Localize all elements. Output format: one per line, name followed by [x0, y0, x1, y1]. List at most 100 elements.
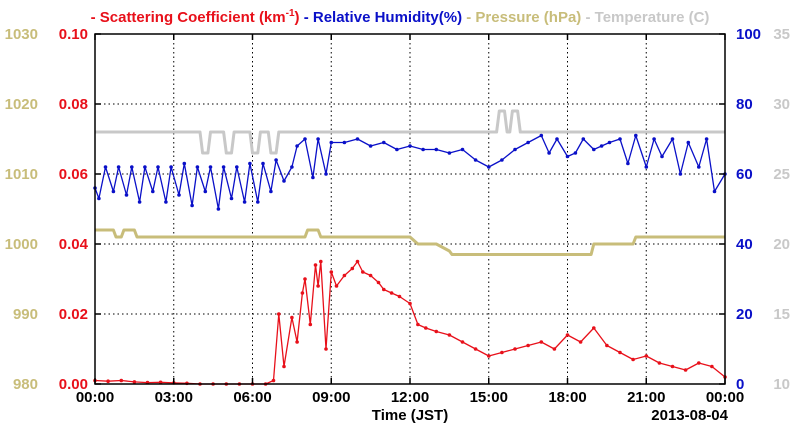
data-point-humidity	[712, 189, 717, 194]
data-point-humidity	[704, 137, 709, 141]
data-point-scattering	[313, 263, 318, 267]
x-axis-label: Time (JST)	[372, 407, 448, 424]
data-point-scattering	[592, 326, 596, 330]
data-point-scattering	[631, 357, 635, 362]
y-tick-label-temperature: 25	[773, 166, 790, 183]
data-point-humidity	[329, 140, 334, 145]
data-point-humidity	[547, 151, 551, 155]
data-point-humidity	[473, 158, 478, 162]
legend-scattering: - Scattering Coefficient (km-1)	[91, 8, 300, 26]
data-point-humidity	[634, 133, 638, 138]
data-point-humidity	[573, 151, 578, 155]
x-tick-label: 18:00	[548, 389, 586, 406]
y-tick-label-pressure: 1000	[5, 236, 38, 253]
data-point-scattering	[295, 340, 299, 344]
data-point-humidity	[156, 165, 160, 169]
y-tick-label-humidity: 0	[736, 376, 744, 393]
data-point-humidity	[190, 203, 194, 208]
data-point-humidity	[670, 137, 675, 141]
y-tick-label-humidity: 60	[736, 166, 753, 183]
data-point-humidity	[290, 165, 294, 169]
data-point-scattering	[447, 333, 452, 337]
data-point-scattering	[644, 354, 649, 358]
data-point-humidity	[565, 154, 570, 159]
y-tick-label-temperature: 35	[773, 26, 790, 43]
data-point-humidity	[97, 196, 101, 201]
data-point-humidity	[177, 193, 181, 197]
data-point-humidity	[626, 161, 630, 166]
y-tick-label-humidity: 80	[736, 96, 753, 113]
data-point-scattering	[487, 354, 491, 358]
y-tick-label-scattering: 0.02	[59, 306, 88, 323]
data-point-humidity	[368, 144, 373, 148]
data-point-scattering	[389, 291, 394, 295]
data-point-humidity	[487, 165, 491, 169]
data-point-scattering	[132, 380, 137, 384]
data-point-humidity	[342, 140, 347, 145]
data-point-scattering	[473, 347, 478, 351]
data-point-scattering	[271, 378, 276, 383]
data-point-scattering	[683, 368, 688, 372]
data-point-humidity	[660, 154, 664, 159]
data-point-humidity	[678, 172, 683, 176]
data-point-humidity	[124, 193, 129, 197]
data-point-scattering	[303, 277, 307, 281]
legend-text: - Scattering Coefficient (km-1) - Relati…	[91, 8, 710, 26]
x-tick-label: 03:00	[155, 389, 193, 406]
data-point-scattering	[710, 364, 714, 369]
data-point-scattering	[158, 380, 163, 385]
data-point-humidity	[216, 207, 221, 211]
legend-temperature: - Temperature (C)	[585, 9, 709, 26]
x-tick-label: 15:00	[470, 389, 508, 406]
data-point-humidity	[618, 137, 622, 141]
data-point-humidity	[235, 165, 239, 169]
data-point-humidity	[255, 200, 260, 204]
y-tick-label-scattering: 0.08	[59, 96, 88, 113]
data-point-humidity	[539, 133, 544, 138]
data-point-humidity	[151, 189, 155, 194]
data-point-scattering	[300, 291, 305, 295]
data-point-scattering	[416, 322, 420, 327]
y-tick-label-scattering: 0.10	[59, 26, 88, 43]
data-point-humidity	[203, 189, 208, 194]
data-point-scattering	[334, 284, 339, 288]
data-point-scattering	[376, 280, 381, 285]
y-tick-label-temperature: 10	[773, 376, 790, 393]
y-tick-label-pressure: 1020	[5, 96, 38, 113]
data-point-humidity	[274, 158, 278, 162]
x-tick-label: 06:00	[233, 389, 271, 406]
y-tick-label-humidity: 40	[736, 236, 753, 253]
data-point-scattering	[119, 378, 124, 383]
data-point-humidity	[555, 137, 559, 141]
data-point-humidity	[164, 200, 168, 204]
y-tick-label-scattering: 0.00	[59, 376, 88, 393]
data-point-humidity	[137, 200, 142, 204]
data-point-scattering	[526, 343, 530, 348]
data-point-humidity	[581, 137, 586, 141]
data-point-scattering	[106, 379, 110, 384]
data-point-humidity	[303, 137, 307, 141]
data-point-humidity	[116, 165, 121, 169]
data-point-scattering	[329, 270, 334, 274]
data-point-scattering	[605, 343, 609, 348]
data-point-humidity	[103, 165, 108, 169]
data-point-scattering	[397, 294, 402, 299]
data-point-scattering	[277, 312, 281, 316]
data-point-scattering	[324, 347, 328, 351]
series-line-temperature	[95, 109, 725, 155]
data-point-humidity	[143, 165, 147, 169]
y-tick-label-scattering: 0.06	[59, 166, 88, 183]
y-tick-label-temperature: 15	[773, 306, 790, 323]
data-point-scattering	[308, 322, 313, 327]
y-tick-label-pressure: 1030	[5, 26, 38, 43]
data-point-humidity	[592, 147, 596, 152]
data-point-humidity	[607, 140, 612, 145]
data-point-humidity	[526, 140, 530, 145]
data-point-scattering	[434, 329, 439, 334]
data-point-scattering	[657, 361, 662, 365]
data-point-humidity	[311, 175, 315, 180]
data-point-scattering	[316, 284, 320, 288]
axes: 00:00 03:00 06:00 09:00 12:00 15:00 18:00 21:00…	[5, 26, 790, 406]
data-point-humidity	[460, 147, 465, 152]
y-tick-label-scattering: 0.04	[59, 236, 89, 253]
